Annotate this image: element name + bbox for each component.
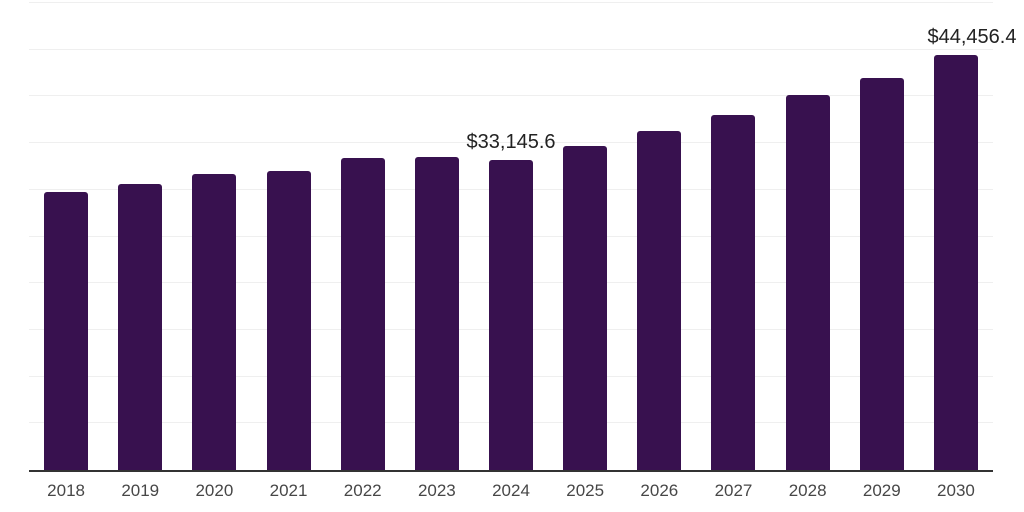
x-tick-label-2030: 2030	[937, 481, 975, 500]
bar-column-2028	[771, 3, 845, 470]
x-tick-label-2026: 2026	[640, 481, 679, 500]
bar-column-2018	[29, 3, 103, 470]
bar-column-2024: $33,145.6	[467, 3, 556, 470]
bar-2025	[563, 145, 608, 470]
x-axis-line	[29, 470, 993, 472]
gridline-45000	[29, 48, 993, 50]
data-label-2024: $33,145.6	[466, 131, 556, 154]
bar-column-2030: $44,456.4	[919, 3, 1016, 470]
bar-column-2023	[400, 3, 474, 470]
bar-column-2027	[696, 3, 770, 470]
gridline-50000	[29, 2, 993, 3]
bar-2028	[785, 95, 830, 470]
bar-column-2025	[548, 3, 622, 470]
x-tick-label-2020: 2020	[195, 481, 234, 500]
bar-2024: $33,145.6	[467, 131, 556, 470]
bar-2019	[118, 184, 163, 470]
bar-column-2029	[845, 3, 919, 470]
x-tick-label-2028: 2028	[788, 481, 827, 500]
bar-2021	[266, 171, 311, 470]
bar-2023	[414, 157, 459, 470]
x-tick-label-2022: 2022	[343, 481, 382, 500]
bar-2022	[340, 158, 385, 470]
x-tick-label-2029: 2029	[862, 481, 901, 500]
bar-2020	[192, 173, 237, 470]
x-tick-label-2024: 2024	[492, 481, 530, 500]
bar-2026	[637, 130, 682, 470]
gridline-40000	[29, 95, 993, 97]
gridline-35000	[29, 142, 993, 144]
x-tick-label-2023: 2023	[417, 481, 456, 500]
x-tick-label-2027: 2027	[714, 481, 753, 500]
x-tick-label-2018: 2018	[47, 481, 85, 500]
x-tick-label-2021: 2021	[269, 481, 308, 500]
bar-column-2022	[326, 3, 400, 470]
bar-2029	[859, 77, 904, 470]
bar-column-2020	[177, 3, 251, 470]
plot-area: $33,145.6 $44,456.4	[29, 2, 1016, 470]
data-label-2030: $44,456.4	[927, 25, 1017, 48]
bar-column-2019	[103, 3, 177, 470]
bar-column-2026	[622, 3, 696, 470]
x-tick-label-2025: 2025	[566, 481, 605, 500]
bar-column-2021	[251, 3, 325, 470]
bar-2018	[44, 191, 89, 470]
x-axis-tick-labels: 2018 2019 2020 2021 2022 2023 2024 2025 2026 2027…	[29, 480, 993, 502]
x-tick-label-2019: 2019	[121, 481, 160, 500]
bars-row: $33,145.6 $44,456.4	[29, 3, 1016, 470]
bar-2027	[711, 115, 756, 470]
bar-2030: $44,456.4	[927, 26, 1016, 470]
